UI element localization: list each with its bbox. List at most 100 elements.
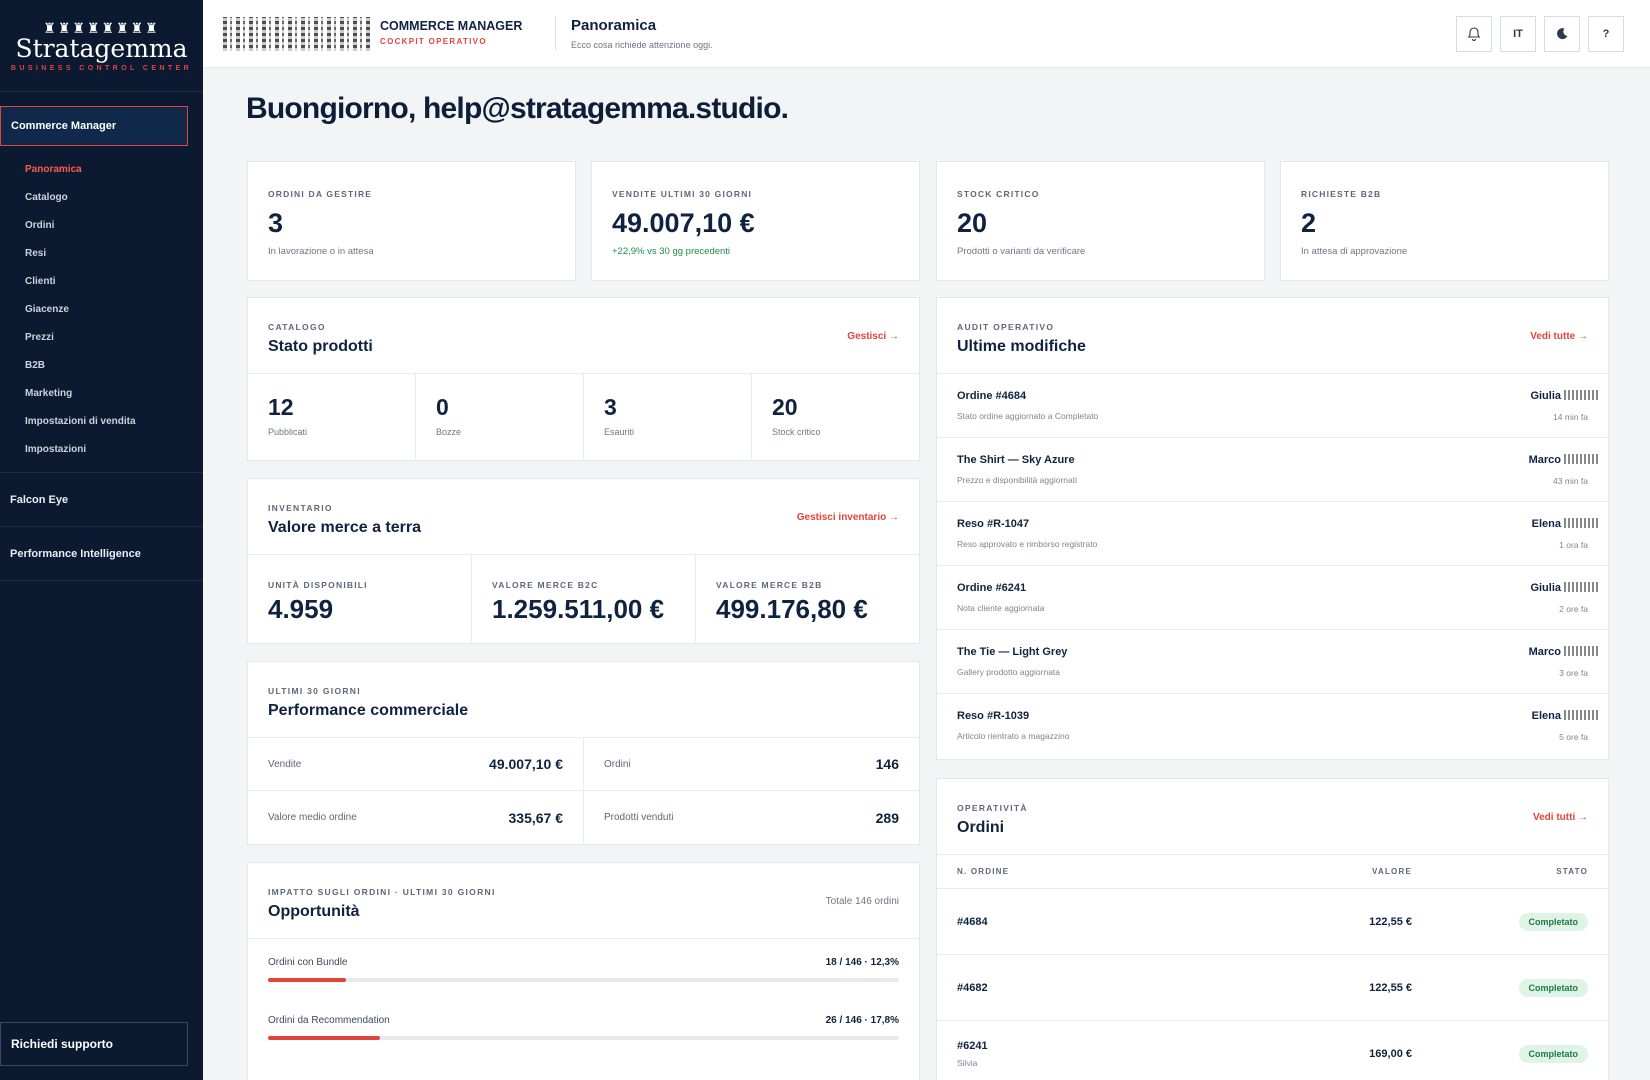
topbar-divider <box>555 16 556 50</box>
sidebar-group-falcon-eye[interactable]: Falcon Eye <box>0 473 203 527</box>
kpi-note: +22,9% vs 30 gg precedenti <box>612 246 731 257</box>
support-button[interactable]: Richiedi supporto <box>0 1022 188 1066</box>
kpi-sales[interactable]: VENDITE ULTIMI 30 GIORNI 49.007,10 € +22… <box>591 161 920 281</box>
stat-sold-out[interactable]: 3 Esauriti <box>584 374 752 460</box>
theme-toggle-button[interactable] <box>1544 16 1580 52</box>
section-title: Performance commerciale <box>268 702 469 719</box>
kpi-label: VENDITE ULTIMI 30 GIORNI <box>612 189 753 199</box>
inventory-manage-link[interactable]: Gestisci inventario → <box>796 512 899 523</box>
stat-value: 20 <box>772 394 798 420</box>
audit-user: Giulia <box>1530 582 1598 594</box>
audit-user-name: Marco <box>1528 454 1561 466</box>
sidebar-item-impostazioni[interactable]: Impostazioni <box>25 444 87 455</box>
kpi-value: 3 <box>268 208 284 238</box>
kpi-note: Prodotti o varianti da verificare <box>957 246 1086 257</box>
notifications-button[interactable] <box>1456 16 1492 52</box>
page-subtitle: Ecco cosa richiede attenzione oggi. <box>571 40 713 50</box>
col-order-number: N. ORDINE <box>957 867 1010 876</box>
sidebar-item-prezzi[interactable]: Prezzi <box>25 332 54 343</box>
logo-tagline: BUSINESS CONTROL CENTER <box>10 65 193 72</box>
greeting: Buongiorno, help@stratagemma.studio. <box>246 92 789 125</box>
stat-value: 4.959 <box>268 594 334 624</box>
audit-title: Ordine #4684 <box>957 390 1027 402</box>
logo-crown-icon: ♜♜♜♜♜♜♜♜ <box>43 21 160 37</box>
audit-user: Elena <box>1532 710 1598 722</box>
kpi-note: In lavorazione o in attesa <box>268 246 374 257</box>
logo[interactable]: ♜♜♜♜♜♜♜♜ Stratagemma BUSINESS CONTROL CE… <box>0 0 203 92</box>
audit-row[interactable]: The Tie — Light Grey Gallery prodotto agg… <box>937 630 1608 694</box>
kpi-b2b[interactable]: RICHIESTE B2B 2 In attesa di approvazion… <box>1280 161 1609 281</box>
kpi-stock[interactable]: STOCK CRITICO 20 Prodotti o varianti da … <box>936 161 1265 281</box>
sidebar-item-b2b[interactable]: B2B <box>25 360 46 371</box>
perf-value: 289 <box>875 809 899 826</box>
stat-drafts[interactable]: 0 Bozze <box>416 374 584 460</box>
audit-row[interactable]: Reso #R-1039 Articolo rientrato a magazzi… <box>937 694 1608 758</box>
kpi-orders[interactable]: ORDINI DA GESTIRE 3 In lavorazione o in … <box>247 161 576 281</box>
catalog-manage-link[interactable]: Gestisci → <box>847 331 899 342</box>
order-id: #4682 <box>957 982 1237 994</box>
performance-card: ULTIMI 30 GIORNI Performance commerciale… <box>247 661 920 845</box>
order-status: Completato <box>1412 912 1588 931</box>
stat-label: Bozze <box>436 427 462 437</box>
opportunities-card: IMPATTO SUGLI ORDINI · ULTIMI 30 GIORNI … <box>247 862 920 1080</box>
order-id-text: #6241 <box>957 1039 988 1052</box>
sidebar-item-resi[interactable]: Resi <box>25 248 47 259</box>
sidebar-item-clienti[interactable]: Clienti <box>25 276 56 287</box>
audit-row[interactable]: The Shirt — Sky Azure Prezzo e disponibil… <box>937 438 1608 502</box>
sidebar-item-impostazioni-vendita[interactable]: Impostazioni di vendita <box>25 416 136 427</box>
opportunity-value: 18 / 146 · 12,3% <box>825 957 899 968</box>
audit-row[interactable]: Reso #R-1047 Reso approvato e rimborso re… <box>937 502 1608 566</box>
perf-label: Valore medio ordine <box>268 812 357 823</box>
table-row[interactable]: #4684 122,55 € Completato <box>937 889 1608 955</box>
audit-title: The Shirt — Sky Azure <box>957 454 1075 466</box>
stat-b2c-value: VALORE MERCE B2C 1.259.511,00 € <box>472 555 696 643</box>
page-title: Panoramica <box>571 17 657 34</box>
help-button[interactable]: ? <box>1588 16 1624 52</box>
stat-units: UNITÀ DISPONIBILI 4.959 <box>248 555 472 643</box>
kpi-note: In attesa di approvazione <box>1301 246 1408 257</box>
stat-published[interactable]: 12 Pubblicati <box>248 374 416 460</box>
stat-value: 12 <box>268 394 294 420</box>
kpi-value: 20 <box>957 208 988 238</box>
audit-title: Reso #R-1039 <box>957 710 1030 722</box>
audit-user: Marco <box>1529 646 1598 658</box>
table-row[interactable]: #4682 122,55 € Completato <box>937 955 1608 1021</box>
sidebar-item-catalogo[interactable]: Catalogo <box>25 192 68 203</box>
stat-label: VALORE MERCE B2C <box>492 580 599 590</box>
stat-critical-stock[interactable]: 20 Stock critico <box>752 374 919 460</box>
audit-time: 2 ore fa <box>1559 604 1588 614</box>
orders-see-all-link[interactable]: Vedi tutti → <box>1533 812 1588 823</box>
redacted-surname <box>1564 582 1598 592</box>
col-value: VALORE <box>1372 867 1412 876</box>
audit-title: Reso #R-1047 <box>957 518 1030 530</box>
section-eyebrow: ULTIMI 30 GIORNI <box>268 686 361 696</box>
sidebar-item-giacenze[interactable]: Giacenze <box>25 304 69 315</box>
opportunity-bundle: Ordini con Bundle 18 / 146 · 12,3% <box>248 939 919 997</box>
language-button[interactable]: IT <box>1500 16 1536 52</box>
audit-see-all-link[interactable]: Vedi tutte → <box>1530 331 1588 342</box>
sidebar-item-ordini[interactable]: Ordini <box>25 220 55 231</box>
redacted-surname <box>1564 390 1598 400</box>
inventory-card: INVENTARIO Valore merce a terra Gestisci… <box>247 478 920 644</box>
order-status: Completato <box>1412 978 1588 997</box>
order-id-text: #4682 <box>957 981 988 994</box>
redacted-surname <box>1564 454 1598 464</box>
audit-row[interactable]: Ordine #6241 Nota cliente aggiornata Giuli… <box>937 566 1608 630</box>
stat-label: Pubblicati <box>268 427 308 437</box>
table-row[interactable]: #6241 Silvia 169,00 € Completato <box>937 1021 1608 1080</box>
perf-value: 146 <box>875 756 899 772</box>
sidebar-section-commerce-manager[interactable]: Commerce Manager <box>0 106 188 146</box>
progress-bar <box>268 1036 899 1040</box>
sidebar-item-marketing[interactable]: Marketing <box>25 388 73 399</box>
opportunity-label: Ordini con Bundle <box>268 957 348 968</box>
order-amount: 169,00 € <box>1369 1047 1412 1060</box>
sidebar-group-performance-intelligence[interactable]: Performance Intelligence <box>0 527 203 581</box>
section-title: Ordini <box>957 819 1005 836</box>
audit-row[interactable]: Ordine #4684 Stato ordine aggiornato a Co… <box>937 374 1608 438</box>
status-badge: Completato <box>1518 979 1588 997</box>
audit-user-name: Giulia <box>1530 390 1561 402</box>
audit-time: 3 ore fa <box>1559 668 1588 678</box>
app-title: COMMERCE MANAGER <box>380 19 523 33</box>
perf-label: Prodotti venduti <box>604 812 674 823</box>
sidebar-item-panoramica[interactable]: Panoramica <box>25 164 82 175</box>
